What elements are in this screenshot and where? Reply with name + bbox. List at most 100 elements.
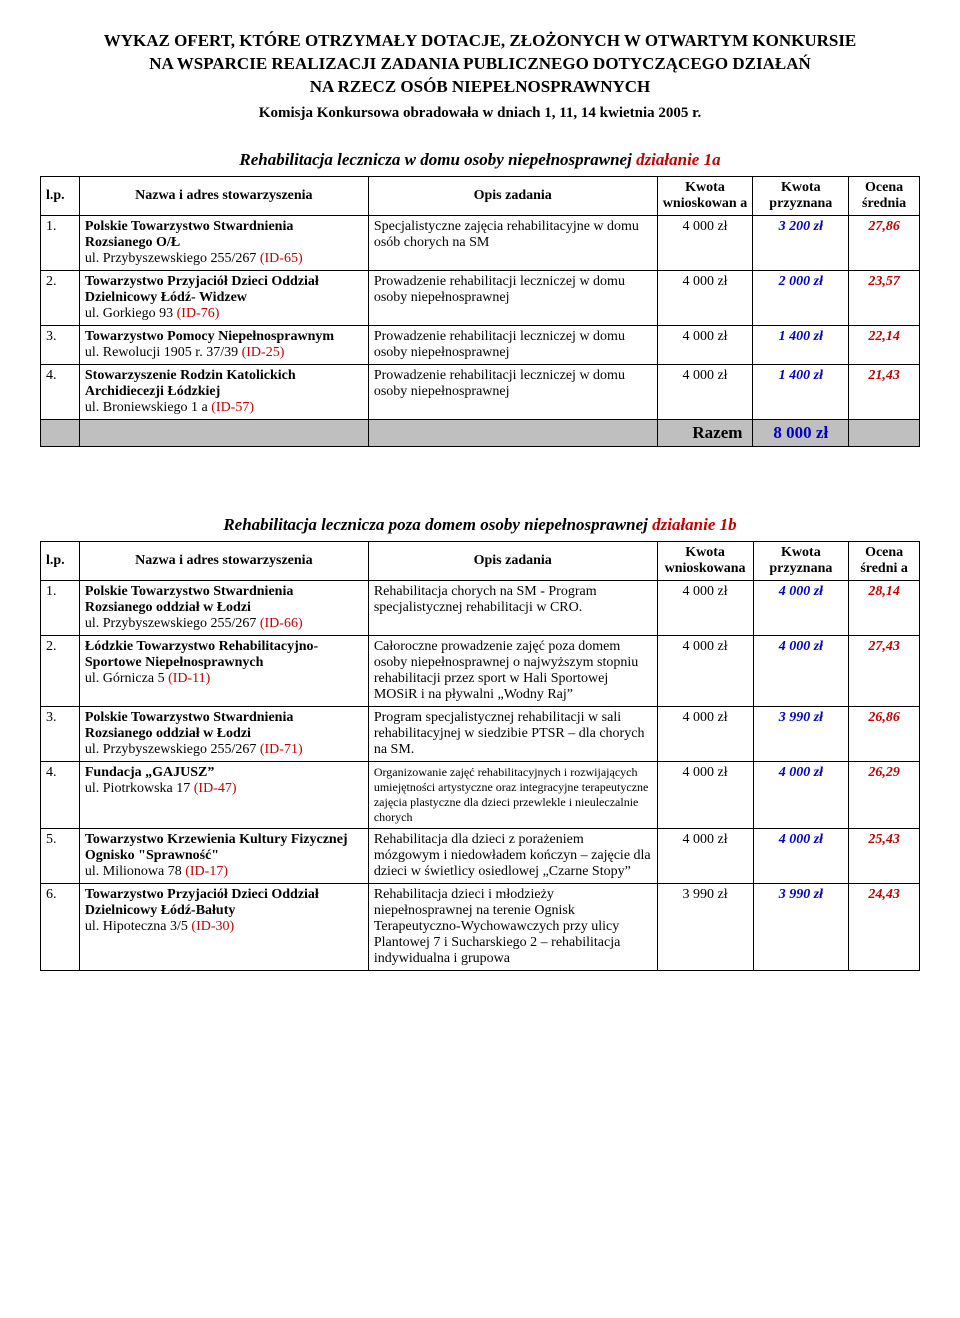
cell-lp: 2. [41,635,80,706]
cell-desc: Prowadzenie rehabilitacji leczniczej w d… [368,325,657,364]
table-row: 1.Polskie Towarzystwo Stwardnienia Rozsi… [41,215,920,270]
cell-oc: 26,29 [849,761,920,828]
col-name: Nazwa i adres stowarzyszenia [79,176,368,215]
razem-empty [849,419,920,446]
col-kw: Kwota wnioskowan a [657,176,753,215]
cell-kp: 1 400 zł [753,325,849,364]
cell-oc: 26,86 [849,706,920,761]
col-name: Nazwa i adres stowarzyszenia [79,541,368,580]
header-line1: WYKAZ OFERT, KTÓRE OTRZYMAŁY DOTACJE, ZŁ… [104,31,857,50]
cell-oc: 25,43 [849,828,920,883]
cell-name: Polskie Towarzystwo Stwardnienia Rozsian… [79,580,368,635]
razem-label: Razem [657,419,753,446]
cell-desc: Prowadzenie rehabilitacji leczniczej w d… [368,364,657,419]
cell-oc: 28,14 [849,580,920,635]
cell-name: Łódzkie Towarzystwo Rehabilitacyjno-Spor… [79,635,368,706]
cell-desc: Rehabilitacja dzieci i młodzieży niepełn… [368,883,657,970]
razem-empty [41,419,80,446]
col-kw: Kwota wnioskowana [657,541,753,580]
table-row: 4.Fundacja „GAJUSZ”ul. Piotrkowska 17 (I… [41,761,920,828]
cell-lp: 4. [41,761,80,828]
cell-kp: 3 990 zł [753,706,849,761]
table-row: 3.Towarzystwo Pomocy Niepełnosprawnymul.… [41,325,920,364]
razem-empty [79,419,368,446]
table-row: 4.Stowarzyszenie Rodzin Katolickich Arch… [41,364,920,419]
cell-oc: 23,57 [849,270,920,325]
col-oc: Ocena średni a [849,541,920,580]
cell-oc: 22,14 [849,325,920,364]
col-kp: Kwota przyznana [753,176,849,215]
cell-kw: 4 000 zł [657,215,753,270]
section1-title-main: Rehabilitacja lecznicza w domu osoby nie… [239,150,636,169]
cell-lp: 3. [41,325,80,364]
razem-row: Razem8 000 zł [41,419,920,446]
table-row: 5.Towarzystwo Krzewienia Kultury Fizyczn… [41,828,920,883]
cell-name: Fundacja „GAJUSZ”ul. Piotrkowska 17 (ID-… [79,761,368,828]
cell-name: Stowarzyszenie Rodzin Katolickich Archid… [79,364,368,419]
page-header: WYKAZ OFERT, KTÓRE OTRZYMAŁY DOTACJE, ZŁ… [40,30,920,99]
razem-value: 8 000 zł [753,419,849,446]
cell-kp: 2 000 zł [753,270,849,325]
cell-lp: 2. [41,270,80,325]
cell-name: Polskie Towarzystwo Stwardnienia Rozsian… [79,215,368,270]
razem-empty [368,419,657,446]
section2-title-main: Rehabilitacja lecznicza poza domem osoby… [223,515,652,534]
col-desc: Opis zadania [368,541,657,580]
col-desc: Opis zadania [368,176,657,215]
cell-lp: 3. [41,706,80,761]
cell-kw: 4 000 zł [657,270,753,325]
cell-kp: 4 000 zł [753,828,849,883]
cell-lp: 5. [41,828,80,883]
cell-oc: 27,43 [849,635,920,706]
cell-kp: 4 000 zł [753,635,849,706]
cell-name: Towarzystwo Przyjaciół Dzieci Oddział Dz… [79,883,368,970]
cell-kw: 3 990 zł [657,883,753,970]
cell-oc: 24,43 [849,883,920,970]
col-lp: l.p. [41,176,80,215]
col-oc: Ocena średnia [849,176,920,215]
cell-oc: 21,43 [849,364,920,419]
cell-desc: Całoroczne prowadzenie zajęć poza domem … [368,635,657,706]
table-header-row: l.p. Nazwa i adres stowarzyszenia Opis z… [41,541,920,580]
cell-desc: Program specjalistycznej rehabilitacji w… [368,706,657,761]
cell-kw: 4 000 zł [657,828,753,883]
cell-name: Towarzystwo Krzewienia Kultury Fizycznej… [79,828,368,883]
cell-lp: 4. [41,364,80,419]
col-lp: l.p. [41,541,80,580]
section2-title-red: działanie 1b [652,515,737,534]
cell-kp: 1 400 zł [753,364,849,419]
cell-kw: 4 000 zł [657,364,753,419]
cell-oc: 27,86 [849,215,920,270]
cell-name: Polskie Towarzystwo Stwardnienia Rozsian… [79,706,368,761]
cell-desc: Specjalistyczne zajęcia rehabilitacyjne … [368,215,657,270]
cell-lp: 6. [41,883,80,970]
section1-title-red: działanie 1a [636,150,721,169]
table-row: 1.Polskie Towarzystwo Stwardnienia Rozsi… [41,580,920,635]
cell-kp: 4 000 zł [753,761,849,828]
header-line2: NA WSPARCIE REALIZACJI ZADANIA PUBLICZNE… [149,54,811,73]
cell-kp: 3 990 zł [753,883,849,970]
table-header-row: l.p. Nazwa i adres stowarzyszenia Opis z… [41,176,920,215]
cell-lp: 1. [41,580,80,635]
cell-desc: Prowadzenie rehabilitacji leczniczej w d… [368,270,657,325]
section2-table: l.p. Nazwa i adres stowarzyszenia Opis z… [40,541,920,971]
cell-kw: 4 000 zł [657,580,753,635]
section1-title: Rehabilitacja lecznicza w domu osoby nie… [40,150,920,170]
cell-kp: 4 000 zł [753,580,849,635]
cell-lp: 1. [41,215,80,270]
section2-title: Rehabilitacja lecznicza poza domem osoby… [40,515,920,535]
cell-kw: 4 000 zł [657,761,753,828]
cell-desc: Organizowanie zajęć rehabilitacyjnych i … [368,761,657,828]
cell-kw: 4 000 zł [657,635,753,706]
cell-desc: Rehabilitacja chorych na SM - Program sp… [368,580,657,635]
cell-kp: 3 200 zł [753,215,849,270]
cell-name: Towarzystwo Przyjaciół Dzieci Oddział Dz… [79,270,368,325]
table-row: 3.Polskie Towarzystwo Stwardnienia Rozsi… [41,706,920,761]
table-row: 2.Łódzkie Towarzystwo Rehabilitacyjno-Sp… [41,635,920,706]
section1-table: l.p. Nazwa i adres stowarzyszenia Opis z… [40,176,920,447]
cell-name: Towarzystwo Pomocy Niepełnosprawnymul. R… [79,325,368,364]
cell-kw: 4 000 zł [657,325,753,364]
page-subheader: Komisja Konkursowa obradowała w dniach 1… [40,105,920,122]
cell-desc: Rehabilitacja dla dzieci z porażeniem mó… [368,828,657,883]
header-line3: NA RZECZ OSÓB NIEPEŁNOSPRAWNYCH [310,77,651,96]
